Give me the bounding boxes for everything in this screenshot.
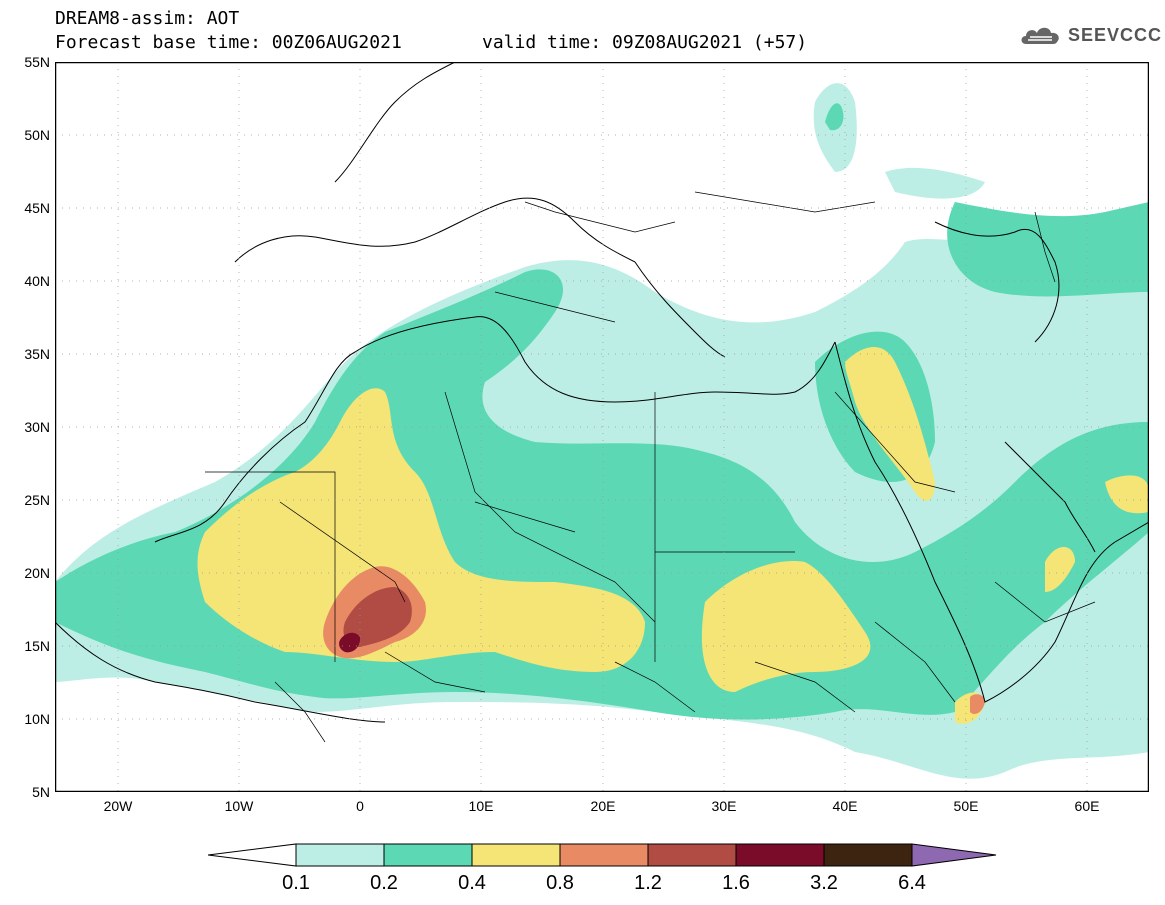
country-borders — [205, 191, 1096, 743]
colorbar-bin — [647, 843, 737, 867]
lat-label: 15N — [24, 638, 50, 654]
lon-label: 0 — [356, 798, 364, 814]
colorbar-label: 3.2 — [810, 872, 838, 894]
lat-label: 55N — [24, 54, 50, 70]
map-border — [55, 62, 1149, 792]
lat-label: 50N — [24, 127, 50, 143]
colorbar-bin — [383, 843, 473, 867]
colorbar-label: 0.1 — [282, 872, 310, 894]
lat-label: 40N — [24, 273, 50, 289]
lat-label: 20N — [24, 565, 50, 581]
valid-time: valid time: 09Z08AUG2021 (+57) — [482, 32, 808, 53]
colorbar-bin — [559, 843, 649, 867]
forecast-base-time: Forecast base time: 00Z06AUG2021 — [55, 32, 402, 53]
aot-map — [55, 62, 1149, 792]
seevccc-logo: SEEVCCC — [1018, 22, 1162, 48]
colorbar-label: 0.2 — [370, 872, 398, 894]
colorbar-bin — [471, 843, 561, 867]
colorbar-label: 6.4 — [898, 872, 926, 894]
lon-label: 50E — [953, 798, 979, 814]
colorbar-bin — [295, 843, 385, 867]
colorbar-min-arrow — [208, 843, 297, 867]
logo-text: SEEVCCC — [1068, 24, 1163, 45]
cloud-icon — [1021, 27, 1059, 44]
lon-label: 60E — [1074, 798, 1100, 814]
lat-label: 35N — [24, 346, 50, 362]
map-title: DREAM8-assim: AOT — [55, 8, 240, 29]
lat-label: 10N — [24, 711, 50, 727]
lat-label: 5N — [32, 784, 50, 800]
colorbar-label: 0.8 — [546, 872, 574, 894]
colorbar-label: 1.6 — [722, 872, 750, 894]
colorbar-label: 1.2 — [634, 872, 662, 894]
colorbar-label: 0.4 — [458, 872, 486, 894]
lat-label: 45N — [24, 200, 50, 216]
aot-layer-very-high — [343, 587, 412, 647]
colorbar-bin — [735, 843, 825, 867]
lon-label: 10W — [224, 798, 254, 814]
coastlines — [55, 62, 1149, 723]
lon-label: 20W — [103, 798, 133, 814]
lon-label: 20E — [590, 798, 616, 814]
aot-layer-high — [197, 347, 1149, 724]
lon-label: 30E — [711, 798, 737, 814]
lat-label: 30N — [24, 419, 50, 435]
colorbar-max-arrow — [911, 843, 997, 867]
aot-layer-extreme — [339, 632, 361, 653]
gridlines — [55, 62, 1149, 792]
colorbar-bin — [823, 843, 913, 867]
colorbar — [208, 843, 997, 867]
lat-label: 25N — [24, 492, 50, 508]
lon-label: 40E — [832, 798, 858, 814]
lon-label: 10E — [468, 798, 494, 814]
